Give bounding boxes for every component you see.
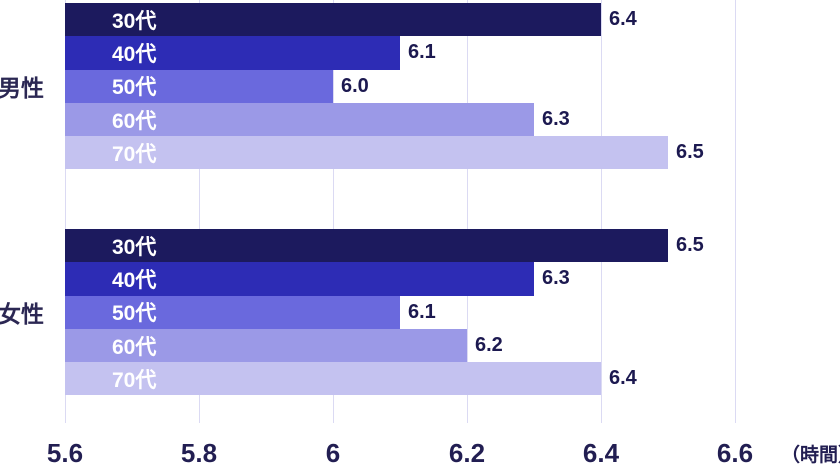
bar-value-label: 6.5	[676, 234, 704, 257]
bar-category-label: 50代	[112, 76, 157, 100]
bar	[65, 69, 333, 103]
gridline	[734, 0, 736, 423]
gridline	[332, 0, 334, 423]
bar-value-label: 6.5	[676, 141, 704, 164]
gridline	[198, 0, 200, 423]
bar	[65, 229, 668, 263]
bar	[65, 262, 534, 296]
bar-category-label: 30代	[112, 235, 157, 259]
gridline	[600, 0, 602, 423]
bar-category-label: 60代	[112, 109, 157, 133]
bar	[65, 36, 400, 70]
bar-value-label: 6.0	[341, 74, 369, 97]
x-tick-label: 6.4	[582, 438, 620, 467]
gridline	[64, 0, 66, 423]
x-tick-label: 5.8	[180, 438, 218, 467]
bar-value-label: 6.4	[609, 367, 637, 390]
group-label: 男性	[0, 75, 44, 102]
bar-category-label: 40代	[112, 268, 157, 292]
bar-value-label: 6.4	[609, 8, 637, 31]
bar-value-label: 6.1	[408, 300, 436, 323]
bar-value-label: 6.1	[408, 41, 436, 64]
bar	[65, 3, 601, 37]
x-tick-label: 5.6	[46, 438, 84, 467]
bar-category-label: 70代	[112, 368, 157, 392]
bar-category-label: 60代	[112, 335, 157, 359]
bar-value-label: 6.3	[542, 108, 570, 131]
bar-category-label: 40代	[112, 42, 157, 66]
bar-category-label: 30代	[112, 9, 157, 33]
bar-value-label: 6.3	[542, 267, 570, 290]
bar-category-label: 70代	[112, 142, 157, 166]
group-label: 女性	[0, 301, 44, 328]
x-tick-label: 6.6	[716, 438, 754, 467]
axis-unit-label: （時間）	[781, 445, 840, 466]
bar	[65, 102, 534, 137]
bar	[65, 295, 400, 329]
x-tick-label: 6.2	[448, 438, 486, 467]
gridline	[466, 0, 468, 423]
bar-value-label: 6.2	[475, 334, 503, 357]
bar	[65, 328, 467, 363]
bar	[65, 362, 601, 396]
x-tick-label: 6	[325, 438, 341, 467]
bar	[65, 136, 668, 170]
bar-category-label: 50代	[112, 302, 157, 326]
